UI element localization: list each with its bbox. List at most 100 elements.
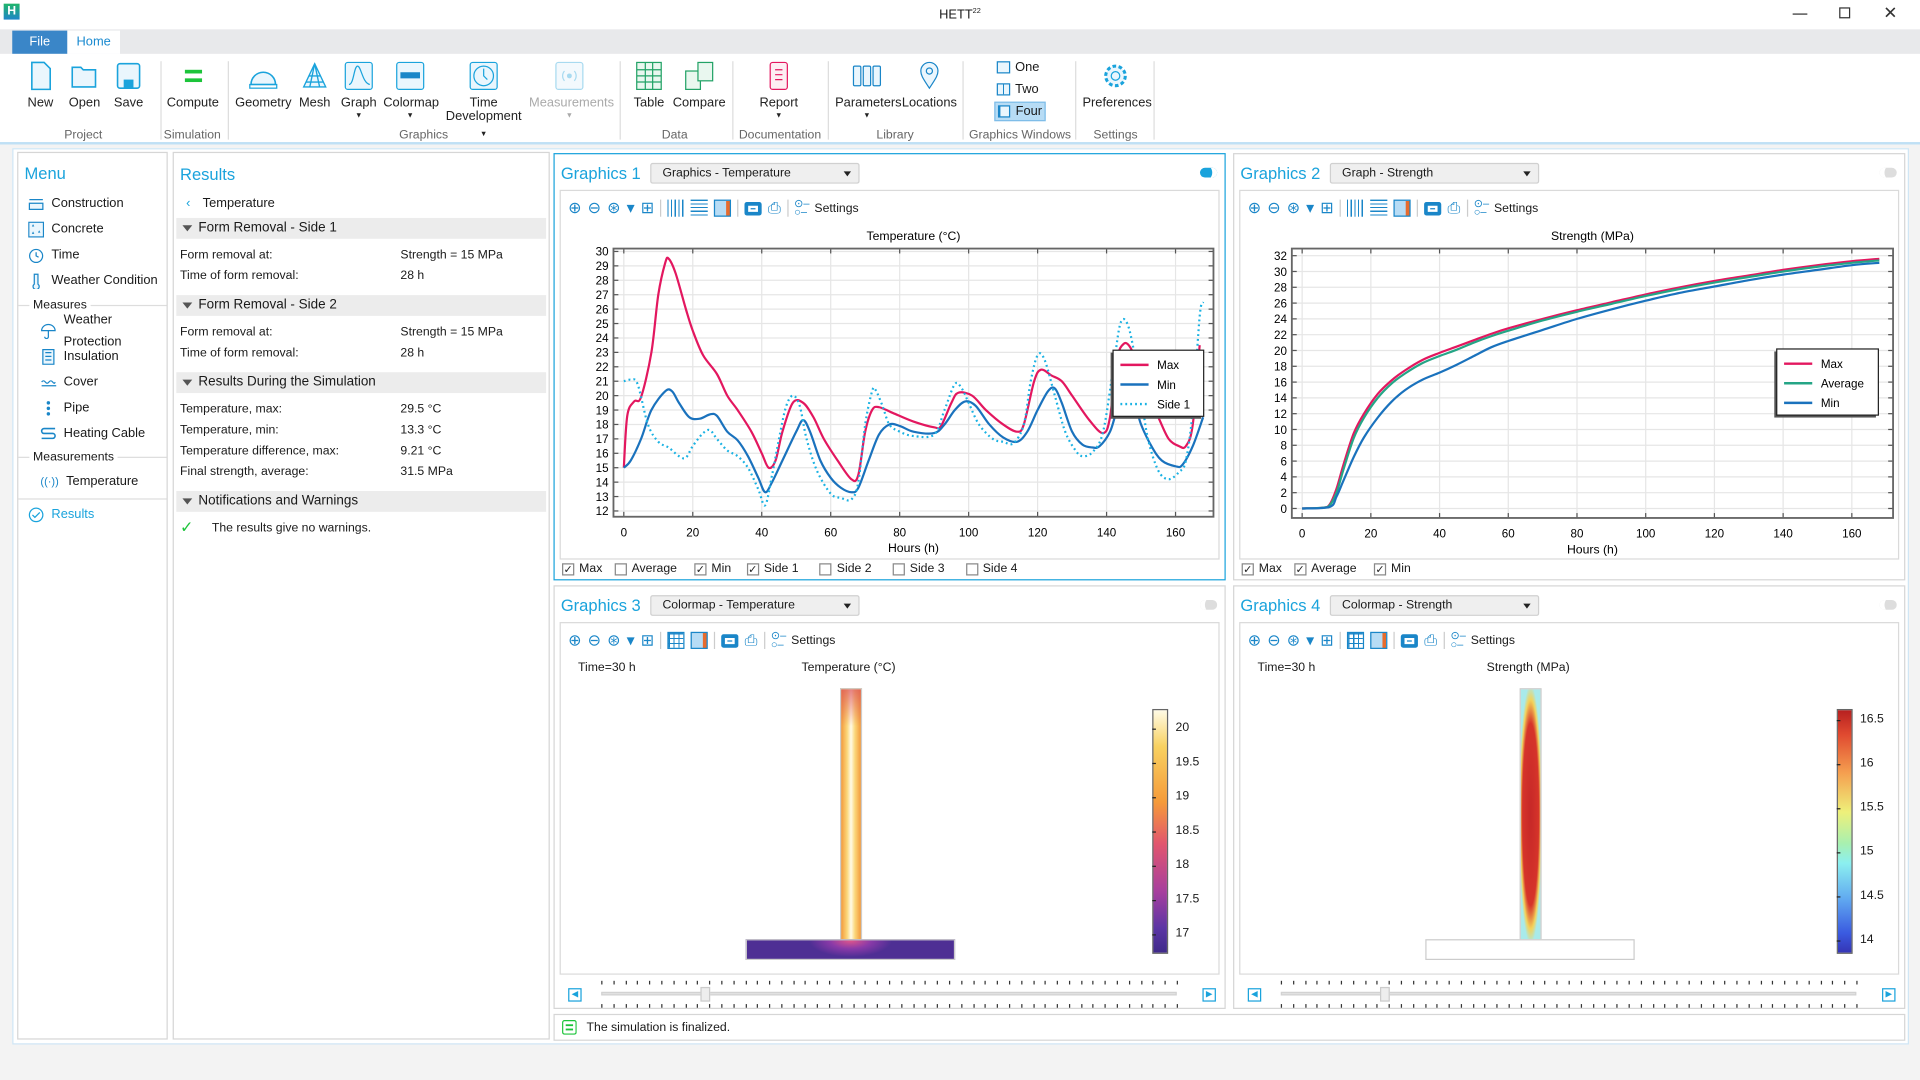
menu-item-pipe[interactable]: Pipe — [40, 397, 89, 419]
new-button[interactable]: New — [22, 61, 59, 110]
slider-thumb[interactable] — [1379, 986, 1390, 1002]
compute-button[interactable]: Compute — [165, 61, 220, 110]
step-back-button[interactable]: ◀ — [1247, 988, 1262, 1002]
print-icon[interactable]: ⎙ — [1447, 198, 1461, 217]
zoom-box-icon[interactable]: ⊛ — [1286, 630, 1301, 649]
zoom-dropdown-icon[interactable]: ▾ — [1306, 198, 1315, 217]
table-button[interactable]: Table — [631, 61, 668, 110]
horizontal-grid-icon[interactable] — [1370, 199, 1388, 217]
menu-item-cover[interactable]: Cover — [40, 371, 98, 393]
vertical-grid-icon[interactable] — [1347, 199, 1365, 217]
series-checkbox[interactable]: Side 2 — [819, 562, 872, 576]
section-header[interactable]: Notifications and Warnings — [176, 491, 547, 512]
series-checkbox[interactable]: ✓ Average — [1294, 562, 1357, 576]
zoom-out-icon[interactable]: ⊖ — [1267, 198, 1281, 217]
zoom-in-icon[interactable]: ⊕ — [568, 198, 582, 217]
settings-button[interactable]: ⊙– ○– Settings — [1473, 197, 1539, 218]
compare-button[interactable]: Compare — [672, 61, 726, 110]
graphics-type-select[interactable]: Graph - Strength — [1329, 162, 1540, 184]
graphics-active-toggle[interactable] — [1200, 600, 1218, 610]
time-development-button[interactable]: Time Development ▼ — [443, 61, 524, 142]
window-four-button[interactable]: Four — [994, 101, 1046, 122]
menu-item-heating-cable[interactable]: Heating Cable — [40, 422, 145, 444]
step-forward-button[interactable]: ▶ — [1202, 988, 1216, 1002]
menu-item-weather-protection[interactable]: Weather Protection — [40, 312, 166, 349]
time-slider[interactable] — [601, 980, 1178, 1008]
slider-thumb[interactable] — [699, 986, 710, 1002]
zoom-box-icon[interactable]: ⊛ — [607, 630, 621, 649]
zoom-in-icon[interactable]: ⊕ — [1247, 198, 1262, 217]
graph-button[interactable]: Graph ▼ — [340, 61, 377, 123]
menu-item-temperature-measurement[interactable]: ((·)) Temperature — [40, 470, 138, 492]
camera-icon[interactable] — [744, 201, 762, 215]
legend-toggle-icon[interactable] — [690, 631, 708, 649]
camera-icon[interactable] — [1401, 633, 1419, 648]
step-forward-button[interactable]: ▶ — [1882, 988, 1896, 1002]
series-checkbox[interactable]: ✓ Min — [1373, 562, 1411, 576]
settings-button[interactable]: ⊙– ○– Settings — [770, 629, 836, 651]
graphics-type-select[interactable]: Colormap - Temperature — [650, 595, 860, 616]
menu-item-results[interactable]: Results — [28, 503, 94, 525]
section-header[interactable]: Form Removal - Side 2 — [176, 295, 547, 316]
print-icon[interactable]: ⎙ — [767, 198, 781, 217]
save-button[interactable]: Save — [110, 61, 147, 110]
vertical-grid-icon[interactable] — [667, 199, 685, 217]
horizontal-grid-icon[interactable] — [690, 199, 708, 217]
series-checkbox[interactable]: ✓ Min — [694, 562, 732, 576]
report-button[interactable]: Report ▼ — [757, 61, 801, 123]
zoom-in-icon[interactable]: ⊕ — [568, 630, 582, 649]
fit-view-icon[interactable]: ⊞ — [1320, 630, 1334, 649]
graphics-type-select[interactable]: Colormap - Strength — [1329, 595, 1540, 616]
time-slider[interactable] — [1280, 980, 1858, 1008]
graphics-active-toggle[interactable] — [1879, 600, 1897, 610]
step-back-button[interactable]: ◀ — [568, 988, 582, 1002]
tab-home[interactable]: Home — [67, 30, 121, 54]
graphics-active-toggle[interactable] — [1879, 167, 1897, 178]
minimize-button[interactable] — [1792, 6, 1808, 21]
zoom-dropdown-icon[interactable]: ▾ — [626, 630, 635, 649]
tab-file[interactable]: File — [12, 30, 68, 54]
settings-button[interactable]: ⊙– ○– Settings — [1450, 629, 1516, 651]
camera-icon[interactable] — [721, 633, 739, 648]
locations-button[interactable]: Locations — [901, 61, 957, 110]
print-icon[interactable]: ⎙ — [744, 630, 758, 649]
section-header[interactable]: Results During the Simulation — [176, 372, 547, 394]
series-checkbox[interactable]: ✓ Side 1 — [746, 562, 799, 576]
fit-view-icon[interactable]: ⊞ — [1320, 198, 1334, 217]
close-button[interactable]: ✕ — [1883, 2, 1898, 23]
legend-toggle-icon[interactable] — [1393, 199, 1411, 217]
settings-button[interactable]: ⊙– ○– Settings — [794, 197, 859, 218]
menu-item-construction[interactable]: Construction — [28, 192, 124, 214]
fit-view-icon[interactable]: ⊞ — [640, 630, 655, 649]
legend-toggle-icon[interactable] — [1370, 631, 1388, 649]
menu-item-time[interactable]: Time — [28, 244, 80, 266]
window-one-button[interactable]: One — [996, 60, 1039, 75]
zoom-dropdown-icon[interactable]: ▾ — [626, 198, 635, 217]
zoom-out-icon[interactable]: ⊖ — [1267, 630, 1281, 649]
series-checkbox[interactable]: Average — [614, 562, 677, 576]
mesh-button[interactable]: Mesh — [296, 61, 333, 110]
back-button[interactable]: ‹ Temperature — [186, 195, 275, 211]
legend-toggle-icon[interactable] — [714, 199, 732, 217]
print-icon[interactable]: ⎙ — [1424, 630, 1438, 649]
series-checkbox[interactable]: Side 3 — [892, 562, 945, 576]
mesh-grid-icon[interactable] — [1347, 631, 1365, 649]
zoom-out-icon[interactable]: ⊖ — [587, 198, 601, 217]
camera-icon[interactable] — [1424, 201, 1442, 215]
zoom-dropdown-icon[interactable]: ▾ — [1306, 630, 1315, 649]
menu-item-concrete[interactable]: Concrete — [28, 218, 104, 240]
zoom-out-icon[interactable]: ⊖ — [587, 630, 601, 649]
graphics-type-select[interactable]: Graphics - Temperature — [650, 162, 860, 184]
parameters-button[interactable]: Parameters ▼ — [835, 61, 902, 123]
zoom-box-icon[interactable]: ⊛ — [1286, 198, 1301, 217]
mesh-grid-icon[interactable] — [667, 631, 685, 649]
menu-item-weather-condition[interactable]: Weather Condition — [28, 269, 158, 291]
preferences-button[interactable]: Preferences — [1082, 61, 1152, 110]
fit-view-icon[interactable]: ⊞ — [640, 198, 655, 217]
section-header[interactable]: Form Removal - Side 1 — [176, 217, 547, 239]
geometry-button[interactable]: Geometry — [235, 61, 292, 110]
open-button[interactable]: Open — [66, 61, 103, 110]
colormap-button[interactable]: Colormap ▼ — [383, 61, 439, 123]
series-checkbox[interactable]: Side 4 — [965, 562, 1017, 576]
menu-item-insulation[interactable]: Insulation — [40, 345, 119, 367]
